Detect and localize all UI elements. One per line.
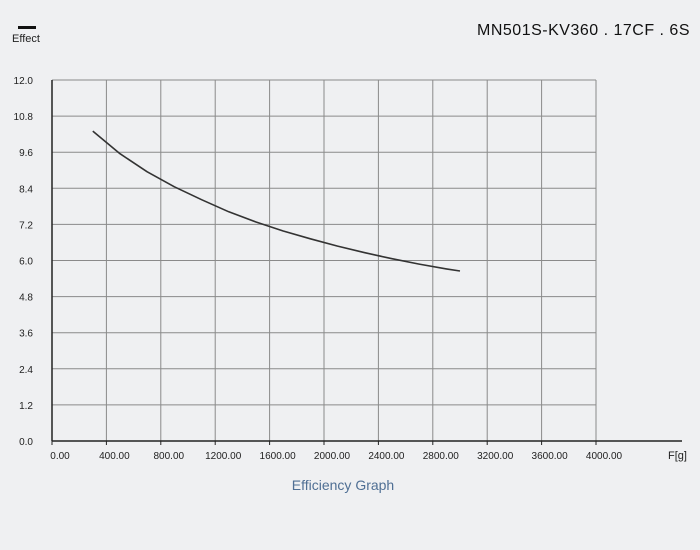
grid-lines [51, 79, 597, 442]
y-tick-label: 12.0 [14, 76, 34, 87]
chart-caption: Efficiency Graph [291, 477, 395, 493]
y-tick-label: 9.6 [19, 148, 33, 159]
y-tick-labels: 0.0 1.2 2.4 3.6 4.8 6.0 7.2 8.4 9.6 10.8 12.0 [14, 76, 34, 448]
series-line-effect [92, 130, 461, 272]
axes [51, 80, 682, 445]
y-tick-label: 6.0 [19, 257, 33, 268]
x-tick-label: 400.00 [99, 451, 130, 462]
x-tick-label: 1600.00 [260, 451, 297, 462]
model-title: MN501S-KV360 . 17CF . 6S [477, 22, 690, 39]
y-tick-label: 3.6 [19, 329, 33, 340]
y-tick-label: 1.2 [19, 401, 33, 412]
y-tick-label: 7.2 [19, 220, 33, 231]
y-tick-label: 0.0 [19, 437, 33, 448]
y-tick-label: 8.4 [19, 184, 33, 195]
x-tick-label: 800.00 [154, 451, 185, 462]
x-tick-label: 3600.00 [532, 451, 569, 462]
efficiency-chart: 0.0 1.2 2.4 3.6 4.8 6.0 7.2 8.4 9.6 10.8 12.0 0.00… [14, 76, 687, 462]
x-tick-labels: 0.00 400.00 800.00 1200.00 1600.00 2000.00 240… [50, 451, 622, 462]
y-tick-label: 4.8 [19, 293, 33, 304]
x-axis-label: F[g] [668, 450, 687, 462]
x-tick-label: 2800.00 [423, 451, 460, 462]
series-lines [92, 130, 461, 272]
y-tick-label: 10.8 [14, 112, 34, 123]
legend-label: Effect [12, 33, 40, 45]
x-tick-label: 2000.00 [314, 451, 351, 462]
x-tick-label: 1200.00 [205, 451, 242, 462]
x-tick-label: 4000.00 [586, 451, 623, 462]
x-tick-label: 3200.00 [477, 451, 514, 462]
x-tick-label: 0.00 [50, 451, 70, 462]
x-tick-label: 2400.00 [368, 451, 405, 462]
y-tick-label: 2.4 [19, 365, 33, 376]
legend-swatch [18, 26, 36, 29]
